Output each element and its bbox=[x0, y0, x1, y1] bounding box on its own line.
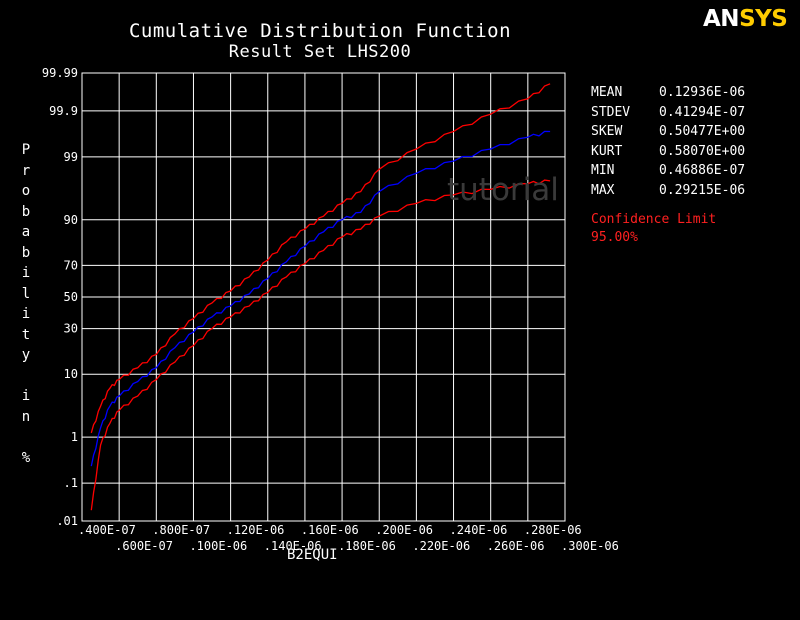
x-tick-label: .100E-06 bbox=[189, 539, 247, 553]
y-axis-label-char: % bbox=[21, 449, 31, 466]
confidence-limit: Confidence Limit 95.00% bbox=[591, 211, 716, 247]
chart-title: Cumulative Distribution Function bbox=[128, 20, 512, 42]
y-tick-label: .1 bbox=[64, 476, 78, 490]
x-tick-label: .260E-06 bbox=[487, 539, 545, 553]
y-axis-label-char: r bbox=[21, 162, 31, 179]
x-tick-label: .220E-06 bbox=[412, 539, 470, 553]
x-tick-label: .600E-07 bbox=[115, 539, 173, 553]
statistics-panel: MEAN 0.12936E-06 STDEV 0.41294E-07 SKEW 0.5… bbox=[591, 83, 745, 200]
x-tick-label: .120E-06 bbox=[227, 523, 285, 537]
y-axis-label-char: i bbox=[21, 388, 31, 404]
watermark: tutorial bbox=[447, 172, 559, 208]
y-axis-label-char: t bbox=[21, 326, 31, 343]
x-tick-label: .180E-06 bbox=[338, 539, 396, 553]
y-axis-label-char: i bbox=[21, 306, 31, 322]
cdf-line bbox=[90, 130, 551, 467]
x-tick-label: .200E-06 bbox=[375, 523, 433, 537]
y-tick-label: 1 bbox=[71, 430, 78, 444]
y-tick-label: .01 bbox=[56, 514, 78, 528]
stat-row-mean: MEAN 0.12936E-06 bbox=[591, 85, 746, 100]
x-tick-label: .140E-06 bbox=[264, 539, 322, 553]
y-axis-label-char: b bbox=[21, 203, 31, 220]
x-tick-label: .800E-07 bbox=[152, 523, 210, 537]
x-tick-label: .400E-07 bbox=[78, 523, 136, 537]
y-axis-label-char: b bbox=[21, 244, 31, 261]
confidence-label: Confidence Limit bbox=[591, 212, 717, 227]
y-axis-label-char: y bbox=[21, 347, 31, 363]
y-axis-label-char: a bbox=[21, 224, 31, 240]
confidence-value: 95.00% bbox=[591, 230, 638, 245]
stat-row-stdev: STDEV 0.41294E-07 bbox=[591, 104, 746, 120]
chart-subtitle: Result Set LHS200 bbox=[228, 42, 412, 62]
y-tick-label: 99.99 bbox=[42, 66, 78, 80]
stat-row-max: MAX 0.29215E-06 bbox=[591, 182, 746, 198]
y-axis-label-char: P bbox=[21, 142, 31, 158]
x-tick-label: .300E-06 bbox=[561, 539, 619, 553]
y-tick-label: 90 bbox=[64, 213, 78, 227]
upper-confidence-line bbox=[90, 83, 551, 434]
y-axis-label-char: o bbox=[21, 183, 31, 199]
y-axis-label-char: l bbox=[21, 285, 31, 302]
y-tick-label: 50 bbox=[64, 290, 78, 304]
stat-row-skew: SKEW 0.50477E+00 bbox=[591, 124, 746, 139]
x-axis-label: B2EQUI bbox=[287, 547, 338, 563]
lower-confidence-line bbox=[90, 179, 551, 511]
x-tick-label: .240E-06 bbox=[450, 523, 508, 537]
y-tick-label: 99.9 bbox=[49, 104, 78, 118]
x-tick-label: .160E-06 bbox=[301, 523, 359, 537]
y-tick-label: 10 bbox=[64, 367, 78, 381]
y-tick-label: 70 bbox=[64, 258, 78, 272]
y-tick-label: 30 bbox=[64, 322, 78, 336]
stat-row-kurt: KURT 0.58070E+00 bbox=[591, 143, 746, 159]
y-axis-label-char: i bbox=[21, 265, 31, 281]
y-tick-label: 99 bbox=[64, 150, 78, 164]
stat-row-min: MIN 0.46886E-07 bbox=[591, 163, 746, 178]
ansys-logo: ANSYS bbox=[703, 6, 788, 32]
x-tick-label: .280E-06 bbox=[524, 523, 582, 537]
y-axis-label-char: n bbox=[21, 408, 31, 425]
